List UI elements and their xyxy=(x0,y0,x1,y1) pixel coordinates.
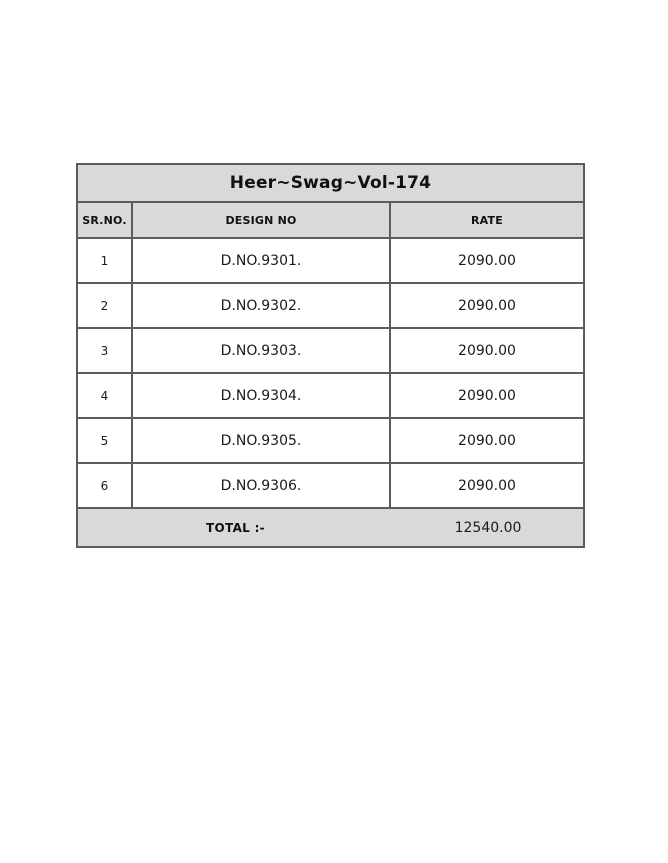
row-sr-no: 1 xyxy=(78,239,133,282)
column-header-design-no: DESIGN NO xyxy=(133,203,391,237)
table-total-row: TOTAL :- 12540.00 xyxy=(78,509,583,546)
table-row: 1 D.NO.9301. 2090.00 xyxy=(78,239,583,284)
row-design-no: D.NO.9306. xyxy=(133,464,391,507)
column-header-sr-no: SR.NO. xyxy=(78,203,133,237)
row-sr-no: 4 xyxy=(78,374,133,417)
row-design-no: D.NO.9303. xyxy=(133,329,391,372)
table-row: 6 D.NO.9306. 2090.00 xyxy=(78,464,583,509)
total-label: TOTAL :- xyxy=(206,520,265,535)
total-value: 12540.00 xyxy=(454,519,522,536)
table-title: Heer~Swag~Vol-174 xyxy=(229,173,432,193)
row-rate: 2090.00 xyxy=(458,297,516,314)
table-row: 4 D.NO.9304. 2090.00 xyxy=(78,374,583,419)
table-row: 5 D.NO.9305. 2090.00 xyxy=(78,419,583,464)
row-rate: 2090.00 xyxy=(458,432,516,449)
column-header-rate: RATE xyxy=(471,213,503,227)
row-rate: 2090.00 xyxy=(458,252,516,269)
table-body: 1 D.NO.9301. 2090.00 2 D.NO.9302. 2090.0… xyxy=(78,239,583,509)
row-sr-no: 6 xyxy=(78,464,133,507)
row-design-no: D.NO.9302. xyxy=(133,284,391,327)
table-row: 3 D.NO.9303. 2090.00 xyxy=(78,329,583,374)
row-design-no: D.NO.9305. xyxy=(133,419,391,462)
row-sr-no: 3 xyxy=(78,329,133,372)
row-rate: 2090.00 xyxy=(458,342,516,359)
row-sr-no: 5 xyxy=(78,419,133,462)
row-rate: 2090.00 xyxy=(458,477,516,494)
table-title-row: Heer~Swag~Vol-174 xyxy=(78,165,583,203)
row-sr-no: 2 xyxy=(78,284,133,327)
row-rate: 2090.00 xyxy=(458,387,516,404)
row-design-no: D.NO.9301. xyxy=(133,239,391,282)
table-header-row: SR.NO. DESIGN NO RATE xyxy=(78,203,583,239)
table-row: 2 D.NO.9302. 2090.00 xyxy=(78,284,583,329)
price-list-table: Heer~Swag~Vol-174 SR.NO. DESIGN NO RATE … xyxy=(76,163,585,548)
row-design-no: D.NO.9304. xyxy=(133,374,391,417)
